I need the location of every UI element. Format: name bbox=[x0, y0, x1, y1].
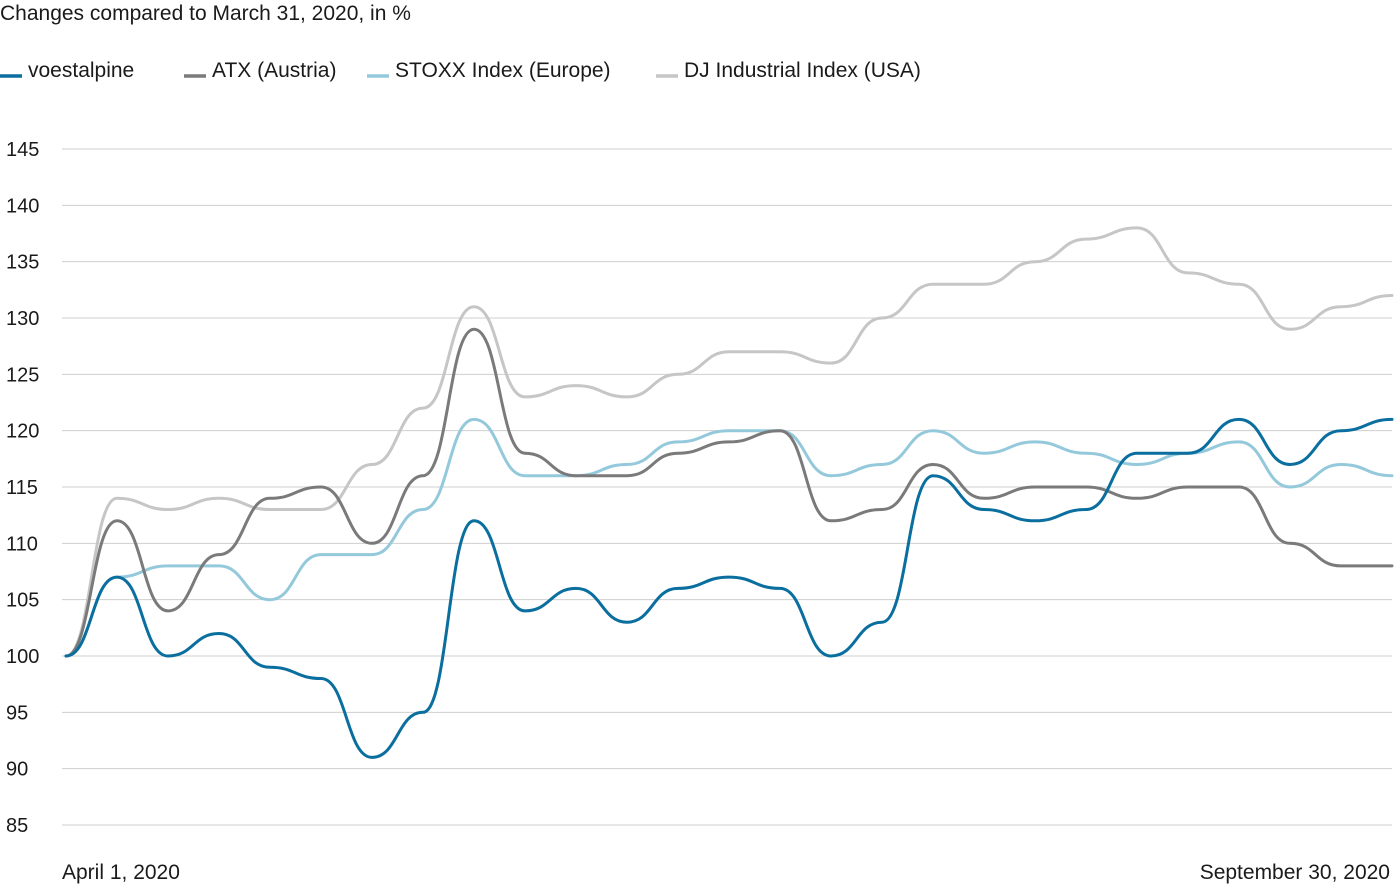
y-tick-label: 100 bbox=[6, 646, 39, 668]
legend-label: STOXX Index (Europe) bbox=[395, 59, 611, 82]
legend-item: ATX (Austria) bbox=[184, 59, 336, 82]
y-tick-label: 125 bbox=[6, 364, 39, 386]
y-tick-label: 95 bbox=[6, 702, 28, 724]
y-tick-label: 105 bbox=[6, 590, 39, 612]
grid bbox=[62, 148, 1392, 826]
chart-subtitle: Changes compared to March 31, 2020, in % bbox=[0, 2, 411, 25]
y-tick-label: 120 bbox=[6, 421, 39, 443]
legend-label: voestalpine bbox=[28, 59, 134, 82]
y-tick-label: 145 bbox=[6, 139, 39, 161]
legend: voestalpine ATX (Austria) STOXX Index (Eur… bbox=[0, 59, 921, 82]
series-line-voestalpine bbox=[64, 417, 1394, 759]
y-tick-label: 85 bbox=[6, 815, 28, 837]
legend-item: voestalpine bbox=[0, 59, 134, 82]
y-tick-label: 135 bbox=[6, 252, 39, 274]
series-group bbox=[64, 226, 1394, 759]
legend-item: DJ Industrial Index (USA) bbox=[656, 59, 921, 82]
y-tick-label: 115 bbox=[6, 477, 38, 499]
series-line-stoxx-index-europe bbox=[64, 417, 1394, 658]
y-axis: 145 140 135 130 125 120 115 110 105 100 95 90 85 bbox=[6, 139, 39, 837]
legend-label: DJ Industrial Index (USA) bbox=[684, 59, 921, 82]
y-tick-label: 130 bbox=[6, 308, 39, 330]
y-tick-label: 90 bbox=[6, 759, 28, 781]
legend-label: ATX (Austria) bbox=[212, 59, 336, 82]
x-end-label: September 30, 2020 bbox=[1200, 861, 1390, 884]
series-line-dj-industrial-index-usa bbox=[64, 226, 1394, 658]
y-tick-label: 140 bbox=[6, 195, 39, 217]
y-tick-label: 110 bbox=[6, 533, 38, 555]
series-line-atx-austria bbox=[64, 327, 1394, 658]
legend-item: STOXX Index (Europe) bbox=[367, 59, 611, 82]
x-start-label: April 1, 2020 bbox=[62, 861, 180, 884]
